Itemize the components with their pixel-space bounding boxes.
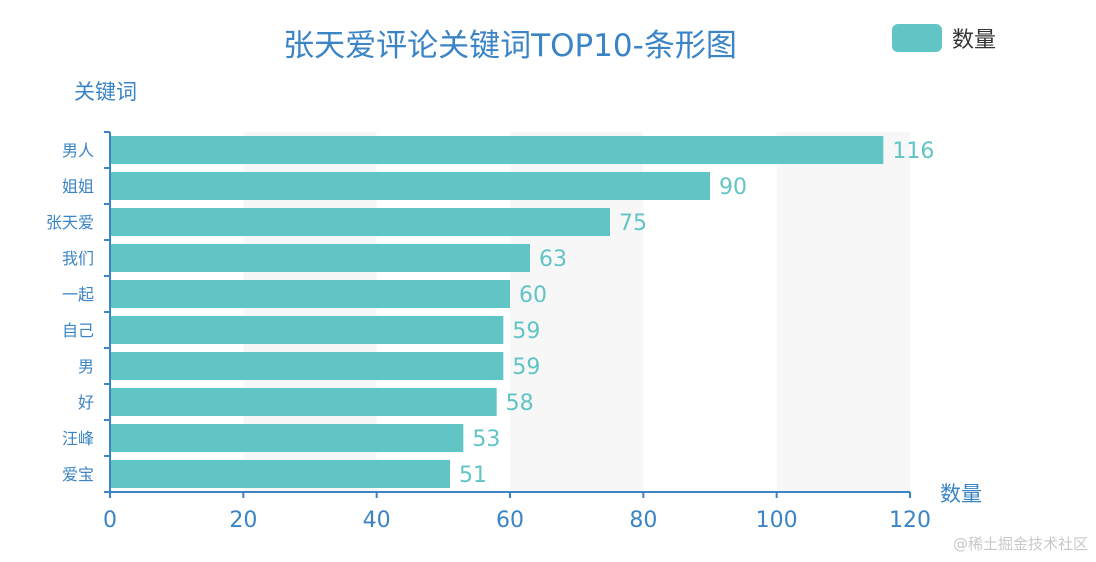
legend[interactable]: 数量 (892, 22, 996, 54)
y-axis-label: 关键词 (74, 80, 137, 104)
bar (110, 280, 510, 308)
y-tick-label: 张天爱 (46, 213, 94, 232)
y-tick-label: 汪峰 (62, 429, 94, 448)
y-tick-label: 男人 (62, 141, 94, 160)
y-tick-label: 爱宝 (62, 465, 94, 484)
legend-swatch (892, 24, 942, 52)
y-tick-label: 姐姐 (62, 177, 94, 196)
bar (110, 208, 610, 236)
y-tick-label: 男 (78, 357, 94, 376)
bar (110, 136, 884, 164)
x-tick-label: 100 (756, 508, 798, 533)
y-tick-label: 好 (78, 393, 94, 412)
data-label: 59 (512, 355, 540, 380)
y-tick-label: 我们 (62, 249, 94, 268)
bar (110, 352, 504, 380)
y-tick-label: 自己 (62, 321, 94, 340)
bar (110, 244, 530, 272)
data-label: 116 (892, 139, 934, 164)
data-label: 53 (472, 427, 500, 452)
x-tick-label: 40 (363, 508, 391, 533)
data-label: 63 (539, 247, 567, 272)
x-tick-label: 60 (496, 508, 524, 533)
data-label: 59 (512, 319, 540, 344)
data-label: 90 (719, 175, 747, 200)
bar (110, 316, 504, 344)
legend-label: 数量 (952, 28, 997, 53)
chart-title: 张天爱评论关键词TOP10-条形图 (283, 28, 737, 64)
x-tick-label: 120 (889, 508, 931, 533)
bar (110, 460, 450, 488)
watermark: @稀土掘金技术社区 (952, 535, 1088, 553)
y-tick-label: 一起 (62, 285, 94, 304)
data-label: 60 (519, 283, 547, 308)
x-tick-label: 20 (229, 508, 257, 533)
bar (110, 424, 464, 452)
data-label: 51 (459, 463, 487, 488)
data-label: 75 (619, 211, 647, 236)
bar (110, 172, 710, 200)
x-axis-label: 数量 (940, 482, 982, 506)
x-tick-label: 80 (629, 508, 657, 533)
split-area (776, 132, 910, 492)
x-tick-label: 0 (103, 508, 117, 533)
bar (110, 388, 497, 416)
data-label: 58 (506, 391, 534, 416)
